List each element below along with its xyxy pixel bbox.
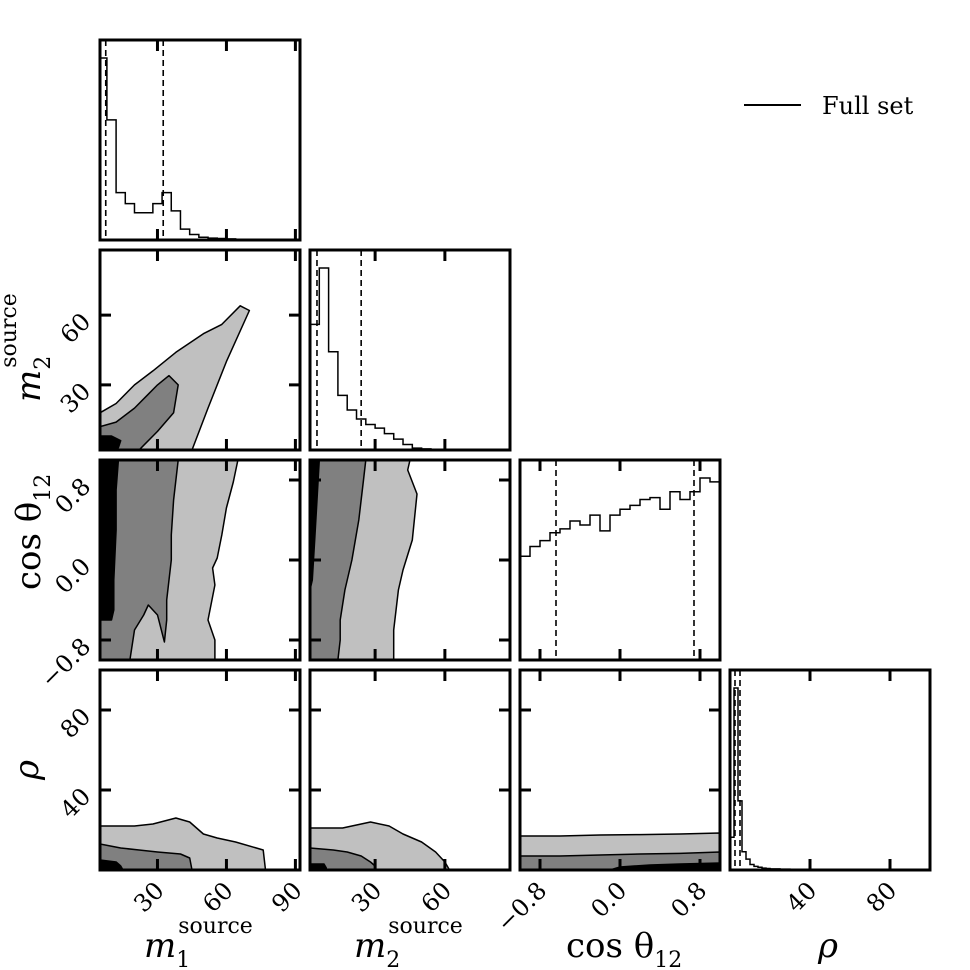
contour-panel-m1-rho: 30 60 90 40 80: [55, 668, 308, 918]
xtick-label-m1-2: 90: [266, 876, 307, 917]
xlabel-rho: ρ: [817, 926, 838, 966]
contour-panel-m1-m2: 30 60: [55, 248, 302, 452]
contour-fills-m2-rho: [310, 821, 451, 870]
xtick-label-rho-1: 80: [861, 876, 902, 917]
hist-panel-m1: [98, 38, 302, 242]
panel-frame-m1-cos12: [98, 458, 302, 662]
hist-frame-m1: [98, 38, 302, 242]
ylabel-rho: ρ: [7, 760, 47, 781]
contour-inner-m1-cos12: [100, 460, 120, 621]
contour-panel-m2-cos12: [308, 458, 512, 662]
contour-middle-m1-rho: [100, 843, 193, 870]
xlabel-m1: m1source: [144, 914, 253, 970]
xtick-label-cos12-0: −0.8: [491, 876, 552, 937]
xlabel-m2: m2source: [354, 914, 463, 970]
panel-frame-m1-rho: [98, 668, 302, 872]
contour-inner-m1-rho: [100, 859, 124, 870]
legend-label-full-set: Full set: [822, 92, 914, 120]
contour-inner-m1-m2: [100, 435, 122, 450]
hist-frame-cos12: [518, 458, 722, 662]
xtick-label-m2-0: 30: [346, 876, 387, 917]
ytick-label-rho-0: 40: [55, 782, 96, 823]
contour-fills-m2-cos12: [310, 460, 418, 660]
legend: Full set: [744, 92, 914, 120]
hist-rho: [729, 687, 931, 871]
contour-fills-m1-m2: [100, 305, 251, 450]
hist-frame-rho: [728, 668, 932, 872]
hist-m1: [99, 57, 301, 241]
panel-frame-m2-cos12: [308, 458, 512, 662]
xtick-label-m2-1: 60: [416, 876, 457, 917]
ytick-label-m2-1: 60: [55, 308, 96, 349]
xlabel-cos12: cos θ12: [566, 926, 682, 970]
contour-panel-cos12-rho: −0.8 0.0 0.8: [491, 668, 722, 937]
contour-middle-m2-cos12: [310, 460, 367, 660]
xtick-label-m1-0: 30: [128, 876, 169, 917]
ylabel-cos12: cos θ12: [9, 474, 56, 590]
panel-frame-m1-m2: [98, 248, 302, 452]
xtick-label-cos12-2: 0.8: [665, 876, 712, 923]
hist-m2: [309, 267, 507, 451]
ytick-label-cos12-0: −0.8: [35, 632, 96, 693]
ytick-label-rho-1: 80: [55, 702, 96, 743]
hist-cos12: [519, 477, 721, 660]
contour-panel-m2-rho: 30 60: [308, 668, 512, 918]
panel-frame-m2-rho: [308, 668, 512, 872]
ytick-label-cos12-2: 0.8: [49, 472, 96, 519]
contour-fills-m1-rho: [100, 817, 267, 870]
xtick-label-m1-1: 60: [197, 876, 238, 917]
panel-frame-cos12-rho: [518, 668, 722, 872]
hist-panel-cos12: [518, 458, 722, 662]
hist-panel-m2: [308, 248, 512, 452]
panels-layer: 40 80 30 60 −0.8 0.0 0.8 30 60 90 40 80 30 60 −0.8 0.0 0…: [35, 38, 932, 937]
hist-frame-m2: [308, 248, 512, 452]
contour-middle-m1-cos12: [100, 460, 179, 660]
contour-fills-m1-cos12: [100, 460, 239, 660]
contour-middle-m1-m2: [100, 374, 179, 450]
hist-panel-rho: 40 80: [728, 668, 932, 918]
xtick-label-cos12-1: 0.0: [585, 876, 632, 923]
contour-inner-m2-cos12: [310, 460, 321, 591]
contour-panel-m1-cos12: −0.8 0.0 0.8: [35, 458, 302, 693]
xtick-label-rho-0: 40: [781, 876, 822, 917]
ylabel-m2: m2source: [0, 293, 56, 402]
ytick-label-m2-0: 30: [55, 377, 96, 418]
ytick-label-cos12-1: 0.0: [49, 552, 96, 599]
